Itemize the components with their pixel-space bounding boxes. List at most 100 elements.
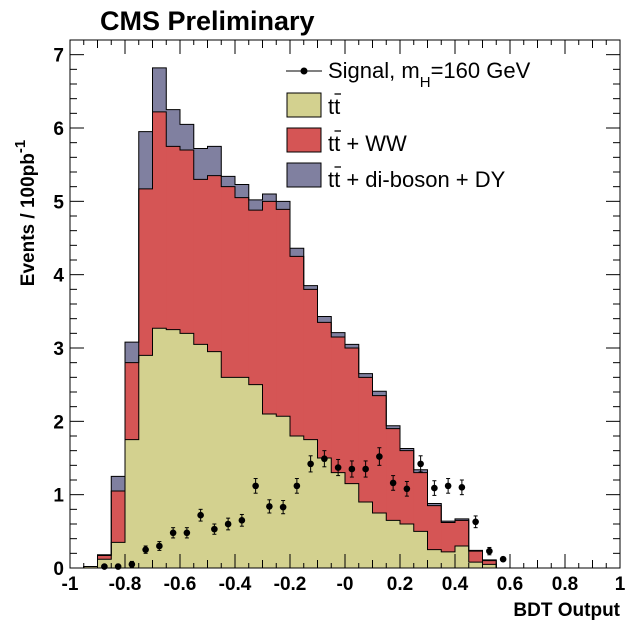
- bar-series-0-bin-4: [138, 355, 153, 568]
- chart-title: CMS Preliminary: [100, 6, 315, 36]
- legend-signal-label-sub: H: [420, 74, 431, 91]
- y-tick-label-2: 2: [53, 412, 64, 433]
- bar-series-2-bin-5: [152, 67, 167, 112]
- bar-series-1-bin-24: [413, 472, 428, 532]
- bar-series-1-bin-2: [111, 491, 126, 543]
- signal-point-18: [348, 460, 356, 478]
- bar-series-2-bin-16: [303, 285, 318, 290]
- bar-series-0-bin-25: [427, 549, 442, 568]
- bar-series-1-bin-28: [468, 551, 483, 563]
- signal-marker-6: [183, 529, 191, 537]
- signal-point-0: [101, 563, 108, 570]
- bar-series-2-bin-13: [262, 194, 277, 202]
- signal-point-27: [472, 515, 479, 529]
- signal-point-13: [279, 500, 287, 515]
- bar-series-2-bin-19: [345, 344, 360, 348]
- bar-series-1-bin-16: [303, 289, 318, 440]
- bar-series-1-bin-22: [386, 428, 401, 521]
- bar-series-0-bin-14: [276, 416, 291, 568]
- bar-series-1-bin-14: [276, 209, 291, 417]
- y-tick-label-1: 1: [53, 486, 64, 507]
- signal-marker-2: [128, 561, 136, 568]
- bar-series-2-bin-22: [386, 425, 401, 429]
- bar-series-0-bin-21: [372, 513, 387, 568]
- signal-point-2: [128, 560, 136, 568]
- bar-series-0-bin-24: [413, 531, 428, 568]
- signal-marker-25: [444, 482, 452, 490]
- bar-series-2-bin-4: [138, 131, 153, 189]
- bar-series-2-bin-18: [331, 332, 346, 337]
- bar-series-1-bin-17: [317, 322, 332, 458]
- signal-point-4: [156, 541, 163, 551]
- bar-series-1-bin-7: [180, 150, 195, 334]
- bar-series-0-bin-29: [482, 564, 497, 568]
- bar-series-1-bin-9: [207, 175, 222, 352]
- bar-series-0-bin-27: [455, 546, 470, 568]
- signal-point-22: [403, 480, 411, 497]
- bar-series-0-bin-10: [221, 377, 236, 568]
- bar-series-2-bin-23: [400, 448, 415, 451]
- signal-point-7: [197, 508, 204, 522]
- bar-series-2-bin-8: [193, 148, 208, 180]
- bar-series-2-bin-15: [290, 248, 305, 257]
- x-tick-label-1: -0.8: [109, 574, 142, 595]
- bar-series-2-bin-12: [248, 199, 263, 211]
- signal-marker-17: [334, 464, 342, 471]
- y-tick-label-7: 7: [53, 46, 64, 67]
- bar-series-1-bin-3: [125, 362, 140, 440]
- signal-point-17: [334, 458, 342, 477]
- legend-label-tt-ww: tt + WW: [328, 131, 407, 156]
- bar-series-0-bin-5: [152, 328, 167, 568]
- x-tick-label-7: 0.4: [442, 574, 469, 595]
- y-tick-label-0: 0: [53, 559, 64, 580]
- signal-point-10: [238, 513, 246, 527]
- legend-label-tt-diboson-dy: tt + di-boson + DY: [328, 167, 506, 192]
- bar-series-0-bin-13: [262, 414, 277, 568]
- x-tick-label-6: 0.2: [387, 574, 413, 595]
- bar-series-0-bin-19: [345, 483, 360, 568]
- signal-point-5: [169, 527, 177, 539]
- signal-marker-18: [348, 465, 356, 473]
- bar-series-2-bin-21: [372, 391, 387, 396]
- signal-point-26: [458, 479, 466, 496]
- bar-series-1-bin-1: [97, 555, 112, 560]
- signal-marker-28: [486, 547, 493, 555]
- signal-point-14: [293, 478, 301, 494]
- legend-label-tt: tt: [328, 94, 340, 119]
- signal-point-19: [362, 460, 369, 478]
- x-tick-label-8: 0.6: [497, 574, 523, 595]
- signal-point-8: [211, 523, 218, 535]
- signal-point-24: [431, 480, 438, 496]
- signal-point-28: [486, 546, 493, 556]
- signal-marker-15: [307, 460, 314, 468]
- bar-series-1-bin-4: [138, 188, 153, 356]
- series-1-bars: [97, 111, 497, 565]
- x-tick-label-2: -0.6: [164, 574, 197, 595]
- bar-series-0-bin-8: [193, 344, 208, 568]
- bar-series-1-bin-12: [248, 210, 263, 385]
- legend-signal-label-tail: =160 GeV: [431, 58, 531, 83]
- signal-point-21: [389, 475, 397, 491]
- bar-series-0-bin-18: [331, 472, 346, 568]
- signal-point-15: [307, 455, 314, 473]
- bar-series-2-bin-26: [441, 521, 456, 523]
- legend-swatch-tt-ww: [286, 127, 322, 153]
- signal-marker-20: [376, 453, 383, 460]
- bar-series-1-bin-11: [235, 197, 250, 378]
- bar-series-1-bin-25: [427, 505, 442, 550]
- bar-series-2-bin-17: [317, 316, 332, 323]
- bar-series-1-bin-18: [331, 337, 346, 473]
- bar-series-0-bin-12: [248, 384, 263, 568]
- signal-marker-12: [266, 503, 273, 510]
- signal-marker-16: [321, 455, 328, 463]
- y-tick-label-5: 5: [53, 192, 64, 213]
- signal-marker-13: [279, 503, 287, 511]
- y-tick-label-6: 6: [53, 119, 64, 140]
- bar-series-2-bin-10: [221, 176, 236, 187]
- signal-marker-27: [472, 518, 479, 526]
- signal-marker-9: [224, 520, 232, 528]
- bar-series-0-bin-15: [290, 436, 305, 568]
- series-2-outline: [83, 67, 497, 568]
- bar-series-0-bin-20: [358, 502, 373, 568]
